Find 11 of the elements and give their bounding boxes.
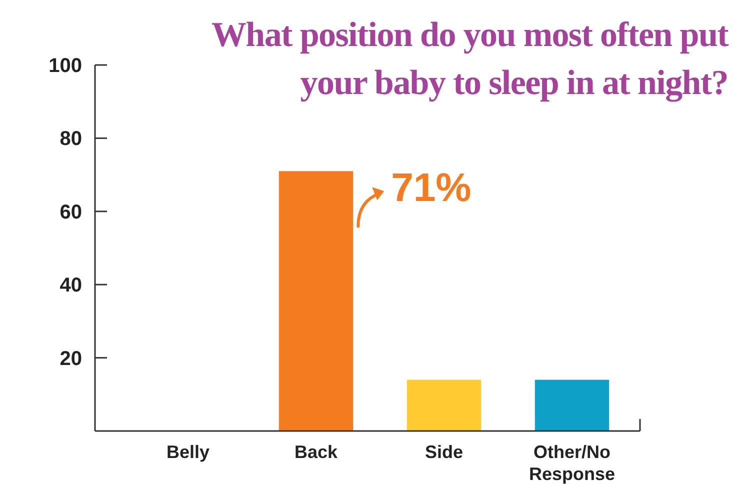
x-tick-label: Back <box>294 442 339 462</box>
x-tick-label: Other/No Response <box>528 442 616 484</box>
data-label: 71% <box>391 166 472 210</box>
chart-title: What position do you most often put your baby to sleep in at night? <box>211 15 730 102</box>
y-tick-label: 20 <box>60 348 82 370</box>
y-tick-label: 60 <box>60 201 82 224</box>
y-tick-label: 100 <box>48 55 82 77</box>
y-tick-label: 80 <box>60 128 82 150</box>
x-tick-label: Side <box>424 442 464 462</box>
y-tick-label: 40 <box>60 274 82 297</box>
x-tick-label: Belly <box>166 442 210 462</box>
